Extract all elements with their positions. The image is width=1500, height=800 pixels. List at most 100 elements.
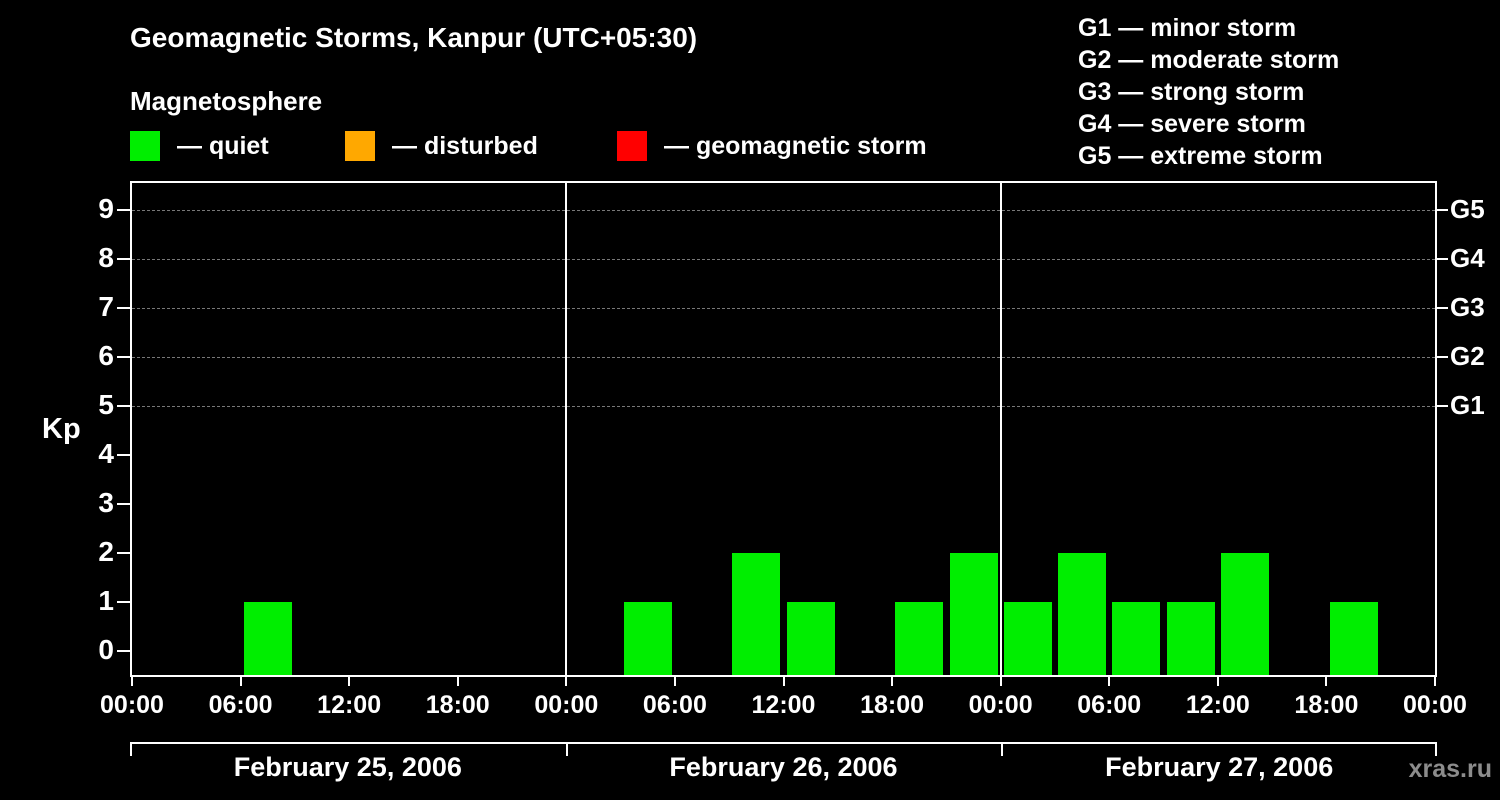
- kp-legend: — quiet — disturbed — geomagnetic storm: [130, 131, 1030, 165]
- x-tick-mark: [565, 677, 568, 686]
- kp-bar: [1220, 553, 1269, 675]
- quiet-swatch-icon: [130, 131, 160, 161]
- gridline-kp6: [132, 357, 1435, 358]
- date-label: February 27, 2006: [1105, 752, 1334, 782]
- gridline-kp9: [132, 210, 1435, 211]
- kp-bar: [786, 602, 835, 675]
- kp-bar: [243, 602, 292, 675]
- g-scale-item-g3: G3 — strong storm: [1078, 78, 1305, 106]
- x-tick-mark: [673, 677, 676, 686]
- disturbed-swatch-icon: [345, 131, 375, 161]
- g-axis-label-g4: G4: [1450, 243, 1485, 273]
- y-tick-label: 9: [98, 193, 114, 224]
- date-label: February 25, 2006: [233, 752, 462, 782]
- legend-item-geomagnetic-storm: — geomagnetic storm: [617, 131, 927, 161]
- legend-label-disturbed: — disturbed: [392, 131, 538, 160]
- right-tick-mark: [1437, 356, 1448, 358]
- gridline-kp8: [132, 259, 1435, 260]
- y-tick-label: 0: [98, 634, 114, 665]
- y-tick-label: 3: [98, 487, 114, 518]
- x-tick-mark: [1216, 677, 1219, 686]
- date-strip-divider: [130, 742, 132, 756]
- kp-bar: [732, 553, 781, 675]
- kp-bar: [1058, 553, 1107, 675]
- x-tick-label: 12:00: [317, 691, 382, 719]
- g-scale-item-g1: G1 — minor storm: [1078, 14, 1297, 42]
- x-tick-label: 18:00: [860, 691, 925, 719]
- right-tick-mark: [1437, 258, 1448, 260]
- x-tick-mark: [999, 677, 1002, 686]
- y-tick-mark: [117, 552, 130, 554]
- right-tick-mark: [1437, 307, 1448, 309]
- legend-item-quiet: — quiet: [130, 131, 269, 161]
- x-tick-mark: [782, 677, 785, 686]
- watermark: xras.ru: [1408, 755, 1492, 783]
- x-tick-mark: [1325, 677, 1328, 686]
- gridline-kp5: [132, 406, 1435, 407]
- x-tick-mark: [456, 677, 459, 686]
- x-tick-label: 00:00: [534, 691, 599, 719]
- y-tick-mark: [117, 601, 130, 603]
- y-axis-title: Kp: [42, 412, 81, 445]
- x-tick-label: 00:00: [968, 691, 1033, 719]
- y-tick-label: 6: [98, 340, 114, 371]
- kp-bar: [623, 602, 672, 675]
- date-label: February 26, 2006: [669, 752, 898, 782]
- legend-label-geomagnetic-storm: — geomagnetic storm: [664, 131, 927, 160]
- x-tick-label: 06:00: [642, 691, 707, 719]
- gridline-kp7: [132, 308, 1435, 309]
- y-tick-label: 1: [98, 585, 114, 616]
- legend-label-quiet: — quiet: [177, 131, 269, 160]
- y-tick-label: 5: [98, 389, 114, 420]
- kp-bar: [1166, 602, 1215, 675]
- y-tick-label: 7: [98, 291, 114, 322]
- chart-subtitle: Magnetosphere: [130, 86, 323, 116]
- plot-area: [130, 181, 1437, 677]
- date-strip-divider: [565, 742, 568, 756]
- y-tick-mark: [117, 356, 130, 358]
- y-tick-mark: [117, 405, 130, 407]
- y-tick-mark: [117, 454, 130, 456]
- kp-bar: [895, 602, 944, 675]
- y-tick-mark: [117, 209, 130, 211]
- x-tick-label: 00:00: [100, 691, 164, 719]
- kp-bar: [949, 553, 998, 675]
- right-tick-mark: [1437, 209, 1448, 211]
- x-tick-mark: [1434, 677, 1436, 686]
- geomagnetic-storm-swatch-icon: [617, 131, 647, 161]
- x-tick-label: 06:00: [208, 691, 273, 719]
- right-tick-mark: [1437, 405, 1448, 407]
- kp-bar: [1112, 602, 1161, 675]
- g-axis-label-g3: G3: [1450, 292, 1485, 322]
- g-scale-item-g4: G4 — severe storm: [1078, 110, 1306, 138]
- g-axis-label-g1: G1: [1450, 390, 1485, 420]
- g-scale-item-g2: G2 — moderate storm: [1078, 46, 1340, 74]
- date-strip-divider: [1001, 742, 1004, 756]
- x-tick-label: 18:00: [1294, 691, 1359, 719]
- x-tick-label: 12:00: [751, 691, 816, 719]
- x-tick-mark: [1108, 677, 1111, 686]
- x-tick-mark: [348, 677, 351, 686]
- x-tick-label: 18:00: [425, 691, 490, 719]
- x-tick-mark: [131, 677, 133, 686]
- y-tick-mark: [117, 503, 130, 505]
- g-scale-item-g5: G5 — extreme storm: [1078, 142, 1323, 170]
- legend-item-disturbed: — disturbed: [345, 131, 538, 161]
- date-strip-line: [130, 742, 1437, 744]
- y-tick-mark: [117, 650, 130, 652]
- x-tick-label: 12:00: [1185, 691, 1250, 719]
- y-tick-mark: [117, 258, 130, 260]
- x-tick-label: 00:00: [1403, 691, 1467, 719]
- date-strip-divider: [1435, 742, 1437, 756]
- y-tick-mark: [117, 307, 130, 309]
- g-axis-label-g2: G2: [1450, 341, 1485, 371]
- y-tick-label: 4: [98, 438, 114, 469]
- day-divider: [565, 183, 568, 675]
- day-divider: [999, 183, 1002, 675]
- g-scale-legend: G1 — minor storm G2 — moderate storm G3 — …: [1078, 12, 1339, 172]
- x-tick-mark: [239, 677, 242, 686]
- x-tick-label: 06:00: [1077, 691, 1142, 719]
- kp-bar: [1329, 602, 1378, 675]
- chart-title: Geomagnetic Storms, Kanpur (UTC+05:30): [130, 22, 698, 53]
- g-axis-label-g5: G5: [1450, 194, 1485, 224]
